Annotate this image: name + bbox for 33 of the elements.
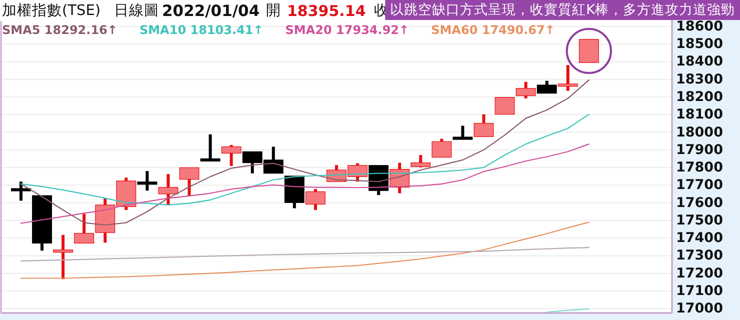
text: SMA20 17934.92↑ <box>285 23 410 37</box>
line-series <box>20 247 590 262</box>
y-tick-label: 17400 <box>676 230 723 246</box>
annotation: 以跳空缺口方式呈現，收實質紅K棒，多方進攻力道強勁 <box>390 2 735 18</box>
chart-title: 加權指數(TSE) <box>2 2 101 19</box>
y-tick-label: 18300 <box>676 71 723 88</box>
line-series <box>20 80 590 226</box>
y-tick-label: 17700 <box>676 177 723 194</box>
y-tick-label: 17100 <box>676 282 723 299</box>
y-tick-label: 17800 <box>676 160 723 176</box>
chart-subtitle: 日線圖 <box>114 3 159 19</box>
y-tick-label: 17000 <box>676 300 723 317</box>
annotation: 18395.14 <box>287 2 366 20</box>
y-tick-label: 18200 <box>676 88 723 105</box>
annotation: 2022/01/04 <box>162 2 260 20</box>
line-series <box>20 222 590 279</box>
text: SMA10 18103.41↑ <box>139 23 264 37</box>
y-tick-label: 17300 <box>676 248 723 264</box>
y-tick-label: 18600 <box>676 18 723 34</box>
y-tick-label: 17200 <box>676 265 723 282</box>
annotation: 開 <box>266 3 281 19</box>
y-tick-label: 18100 <box>676 106 723 123</box>
y-tick-label: 18000 <box>676 124 723 140</box>
text: SMA60 17490.67↑ <box>431 23 555 37</box>
y-tick-label: 17500 <box>676 212 723 228</box>
y-tick-label: 17600 <box>676 194 723 211</box>
callout-box: 以跳空缺口方式呈現，收實質紅K棒，多方進攻力道強勁 <box>385 0 740 20</box>
y-tick-label: 18500 <box>676 36 723 52</box>
text: SMA5 18292.16↑ <box>2 23 118 37</box>
line-series <box>20 144 590 224</box>
line-series <box>20 114 590 206</box>
y-tick-label: 18400 <box>676 54 723 70</box>
y-tick-label: 17900 <box>676 142 723 158</box>
